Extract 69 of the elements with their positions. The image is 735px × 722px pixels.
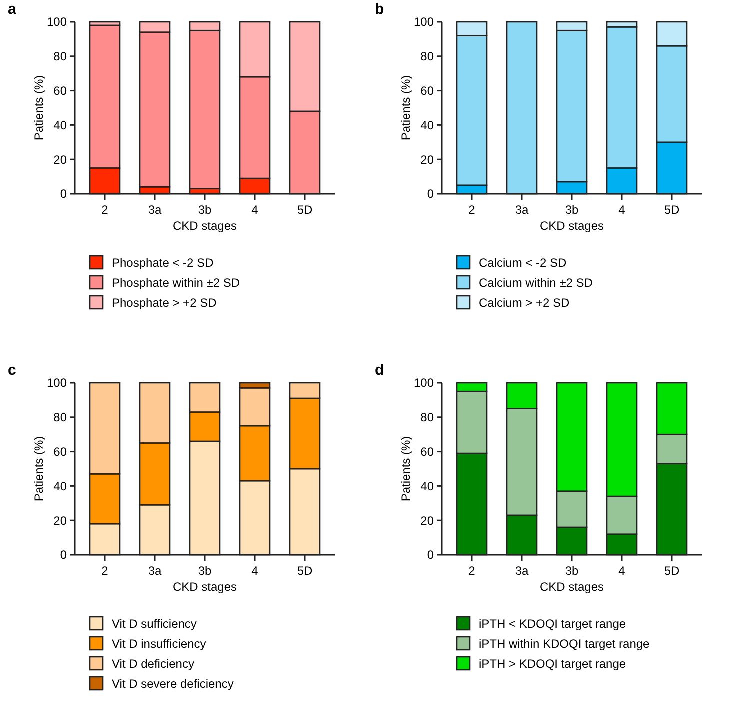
- x-tick-label: 3a: [148, 564, 162, 578]
- y-tick-label: 0: [427, 548, 434, 562]
- chart-title: b: [375, 1, 384, 18]
- y-tick-label: 20: [420, 514, 434, 528]
- y-tick-label: 60: [420, 84, 434, 98]
- x-tick-label: 4: [618, 564, 626, 578]
- y-tick-label: 100: [414, 15, 434, 30]
- y-tick-label: 20: [54, 152, 68, 167]
- x-axis-title: CKD stages: [540, 219, 604, 233]
- x-tick-label: 2: [102, 203, 109, 217]
- x-tick-label: 3b: [565, 203, 579, 217]
- legend-label: Vit D severe deficiency: [112, 677, 234, 692]
- y-tick-label: 20: [420, 152, 434, 167]
- x-tick-label: 2: [468, 564, 476, 578]
- x-tick-label: 3b: [565, 564, 579, 578]
- x-tick-label: 3a: [148, 203, 162, 217]
- x-tick-label: 4: [618, 203, 626, 217]
- y-tick-label: 100: [46, 15, 68, 30]
- y-tick-label: 20: [54, 514, 68, 528]
- x-tick-label: 5D: [297, 203, 313, 217]
- x-axis-title: CKD stages: [540, 580, 604, 594]
- y-axis-title: Patients (%): [32, 436, 46, 502]
- legend-label: iPTH > KDOQI target range: [479, 657, 626, 672]
- x-tick-label: 5D: [664, 564, 680, 578]
- y-tick-label: 100: [46, 376, 68, 390]
- x-tick-label: 4: [252, 203, 259, 217]
- chart-title: d: [375, 362, 384, 379]
- x-axis-title: CKD stages: [172, 219, 238, 233]
- x-tick-label: 5D: [297, 564, 313, 578]
- x-tick-label: 5D: [664, 203, 680, 217]
- legend-label: iPTH within KDOQI target range: [479, 637, 650, 652]
- legend-label: Calcium > +2 SD: [479, 296, 570, 310]
- x-tick-label: 3a: [515, 203, 529, 217]
- y-tick-label: 40: [54, 479, 68, 494]
- y-axis-title: Patients (%): [399, 75, 413, 141]
- y-tick-label: 60: [54, 445, 68, 459]
- x-tick-label: 4: [252, 564, 259, 578]
- x-tick-label: 3a: [515, 564, 529, 578]
- x-tick-label: 3b: [198, 203, 212, 217]
- y-axis-title: Patients (%): [32, 75, 46, 141]
- y-tick-label: 60: [420, 445, 434, 459]
- x-tick-label: 2: [102, 564, 109, 578]
- chart-title: a: [8, 1, 17, 18]
- legend-label: Calcium within ±2 SD: [479, 276, 594, 290]
- y-tick-label: 0: [60, 187, 68, 202]
- y-tick-label: 100: [414, 376, 434, 390]
- y-tick-label: 80: [420, 50, 434, 64]
- y-tick-label: 40: [420, 479, 434, 494]
- y-axis-title: Patients (%): [399, 436, 413, 502]
- legend-label: Phosphate > +2 SD: [112, 296, 218, 310]
- legend-label: Vit D sufficiency: [112, 617, 197, 632]
- legend-label: Vit D deficiency: [112, 657, 194, 672]
- legend-label: Phosphate < -2 SD: [112, 256, 214, 270]
- y-tick-label: 40: [420, 118, 434, 132]
- x-tick-label: 2: [468, 203, 476, 217]
- legend-label: iPTH < KDOQI target range: [479, 617, 626, 632]
- chart-title: c: [8, 362, 16, 379]
- y-tick-label: 80: [54, 410, 68, 425]
- y-tick-label: 60: [54, 84, 68, 98]
- legend-label: Phosphate within ±2 SD: [112, 276, 240, 290]
- y-tick-label: 0: [427, 187, 434, 202]
- x-tick-label: 3b: [198, 564, 212, 578]
- legend-label: Calcium < -2 SD: [479, 256, 568, 270]
- y-tick-label: 40: [54, 118, 68, 132]
- y-tick-label: 80: [54, 50, 68, 64]
- legend-label: Vit D insufficiency: [112, 637, 206, 652]
- x-axis-title: CKD stages: [172, 580, 238, 594]
- y-tick-label: 0: [60, 548, 68, 562]
- y-tick-label: 80: [420, 410, 434, 425]
